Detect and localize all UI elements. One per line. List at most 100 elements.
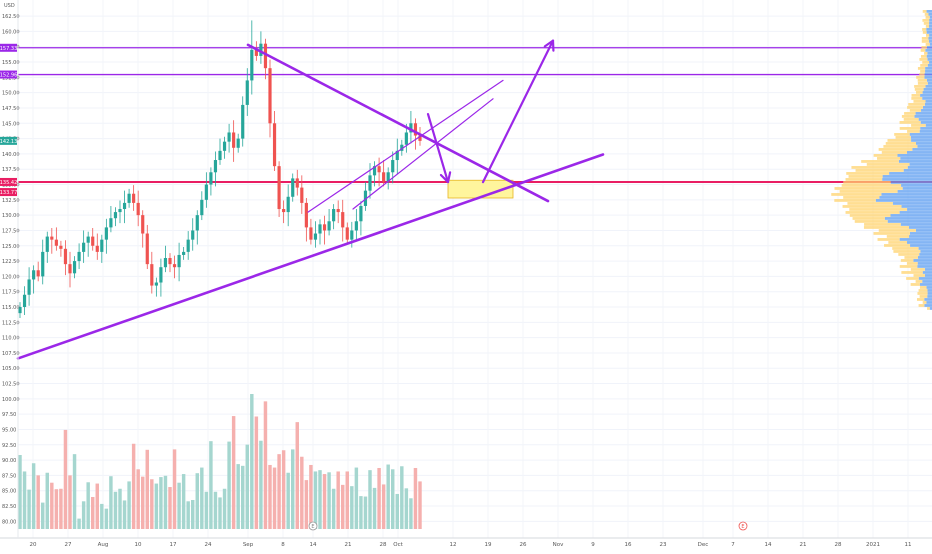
profile-bar-down bbox=[911, 124, 926, 127]
profile-bar-down bbox=[913, 100, 926, 103]
x-tick-label: 27 bbox=[65, 542, 72, 548]
profile-bar-up bbox=[920, 94, 932, 97]
candle-body bbox=[209, 172, 213, 185]
x-tick-label: 14 bbox=[310, 542, 317, 548]
x-tick-label: 24 bbox=[205, 542, 212, 548]
profile-bar-down bbox=[878, 229, 916, 232]
candle-body bbox=[159, 267, 163, 283]
profile-bar-down bbox=[917, 292, 928, 295]
earnings-marker-label: E bbox=[311, 524, 314, 530]
volume-bar bbox=[168, 487, 172, 529]
profile-bar-down bbox=[923, 22, 930, 25]
profile-bar-down bbox=[848, 175, 883, 178]
volume-bar bbox=[172, 449, 177, 529]
volume-bar bbox=[263, 401, 268, 529]
candle-body bbox=[204, 184, 208, 200]
profile-bar-up bbox=[926, 286, 932, 289]
profile-bar-down bbox=[892, 247, 919, 250]
volume-bar bbox=[68, 475, 72, 529]
candle-body bbox=[150, 264, 154, 286]
y-tick-label: 147.50 bbox=[2, 106, 20, 112]
volume-bar bbox=[295, 422, 299, 529]
x-tick-label: 12 bbox=[450, 542, 457, 548]
volume-bar bbox=[186, 501, 190, 529]
volume-bar bbox=[231, 416, 236, 529]
profile-bar-down bbox=[920, 49, 926, 52]
profile-bar-up bbox=[928, 40, 932, 43]
volume-bar bbox=[163, 475, 168, 529]
profile-bar-up bbox=[910, 136, 932, 139]
profile-bar-up bbox=[922, 97, 932, 100]
profile-bar-up bbox=[929, 43, 932, 46]
profile-bar-down bbox=[911, 97, 923, 100]
candle-body bbox=[72, 261, 77, 274]
volume-bar bbox=[122, 500, 127, 529]
candle-body bbox=[332, 209, 336, 222]
arrow-up bbox=[481, 39, 555, 184]
volume-bar bbox=[409, 498, 413, 529]
profile-bar-up bbox=[892, 202, 932, 205]
volume-bar bbox=[31, 463, 36, 529]
y-tick-label: 122.50 bbox=[2, 259, 20, 265]
profile-bar-down bbox=[898, 253, 920, 256]
profile-bar-up bbox=[925, 85, 932, 88]
profile-bar-down bbox=[921, 46, 927, 49]
candle-body bbox=[363, 190, 368, 206]
y-tick-label: 107.50 bbox=[2, 351, 20, 357]
profile-bar-up bbox=[901, 184, 932, 187]
profile-bar-up bbox=[919, 253, 932, 256]
profile-bar-up bbox=[915, 112, 932, 115]
volume-bar bbox=[181, 474, 186, 529]
profile-bar-down bbox=[834, 199, 876, 202]
volume-bar bbox=[63, 429, 68, 529]
profile-bar-down bbox=[914, 85, 926, 88]
candle-body bbox=[172, 264, 177, 268]
profile-bar-down bbox=[847, 202, 893, 205]
candle-body bbox=[336, 209, 340, 213]
volume-bar bbox=[131, 443, 136, 529]
candles bbox=[18, 20, 422, 319]
profile-bar-up bbox=[898, 160, 932, 163]
profile-bar-down bbox=[886, 235, 910, 238]
profile-bar-down bbox=[919, 73, 925, 76]
candle-body bbox=[391, 160, 395, 173]
descending-trendline bbox=[246, 43, 550, 203]
profile-bar-up bbox=[925, 67, 932, 70]
profile-bar-down bbox=[910, 283, 920, 286]
profile-bar-down bbox=[877, 157, 901, 160]
profile-bar-down bbox=[839, 190, 898, 193]
x-tick-label: 7 bbox=[731, 542, 735, 548]
candle-body bbox=[18, 307, 22, 314]
candle-body bbox=[218, 150, 222, 161]
volume-bar bbox=[341, 484, 345, 529]
profile-bar-up bbox=[915, 142, 932, 145]
profile-bar-down bbox=[855, 169, 904, 172]
x-tick-label: 23 bbox=[660, 542, 667, 548]
volume-bar bbox=[200, 467, 204, 529]
volume-bar bbox=[372, 487, 377, 529]
price-label-text: 133.77 bbox=[0, 190, 17, 196]
profile-bar-down bbox=[919, 295, 928, 298]
candle-body bbox=[418, 135, 422, 141]
candle-body bbox=[368, 175, 372, 191]
profile-bar-down bbox=[904, 256, 918, 259]
candle-body bbox=[241, 104, 245, 139]
candle-body bbox=[291, 178, 295, 197]
profile-bar-down bbox=[885, 142, 916, 145]
profile-bar-up bbox=[889, 172, 932, 175]
x-tick-label: Sep bbox=[243, 542, 254, 548]
volume-bar bbox=[141, 476, 145, 529]
candle-body bbox=[295, 178, 299, 188]
volume-bar bbox=[418, 481, 422, 529]
candle-body bbox=[222, 141, 227, 151]
candle-body bbox=[54, 239, 58, 246]
profile-bar-down bbox=[906, 262, 918, 265]
profile-bar-up bbox=[890, 214, 932, 217]
y-tick-label: 120.00 bbox=[2, 274, 20, 280]
candle-body bbox=[318, 224, 322, 234]
profile-bar-up bbox=[875, 199, 932, 202]
volume-bar bbox=[222, 488, 227, 529]
candle-body bbox=[413, 123, 418, 136]
candle-body bbox=[118, 209, 122, 213]
y-tick-label: 95.00 bbox=[2, 427, 16, 433]
